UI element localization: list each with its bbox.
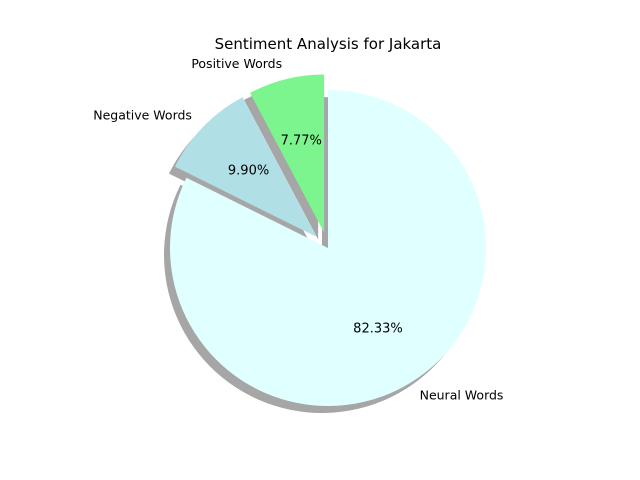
slice-label-positive-words: Positive Words: [191, 56, 282, 71]
pie-slices: [170, 74, 486, 406]
chart-title: Sentiment Analysis for Jakarta: [215, 35, 442, 53]
slice-negative-words: [174, 97, 317, 237]
slice-neural-words: [170, 90, 486, 406]
slice-label-negative-words: Negative Words: [93, 108, 192, 123]
slice-label-neural-words: Neural Words: [420, 388, 504, 403]
slice-percent-negative-words: 9.90%: [228, 164, 269, 179]
slice-positive-words: [250, 74, 325, 233]
slice-percent-positive-words: 7.77%: [281, 133, 322, 148]
pie-labels: Positive Words 7.77% Negative Words 9.90% Ne…: [93, 56, 503, 403]
slice-percent-neural-words: 82.33%: [353, 322, 403, 337]
